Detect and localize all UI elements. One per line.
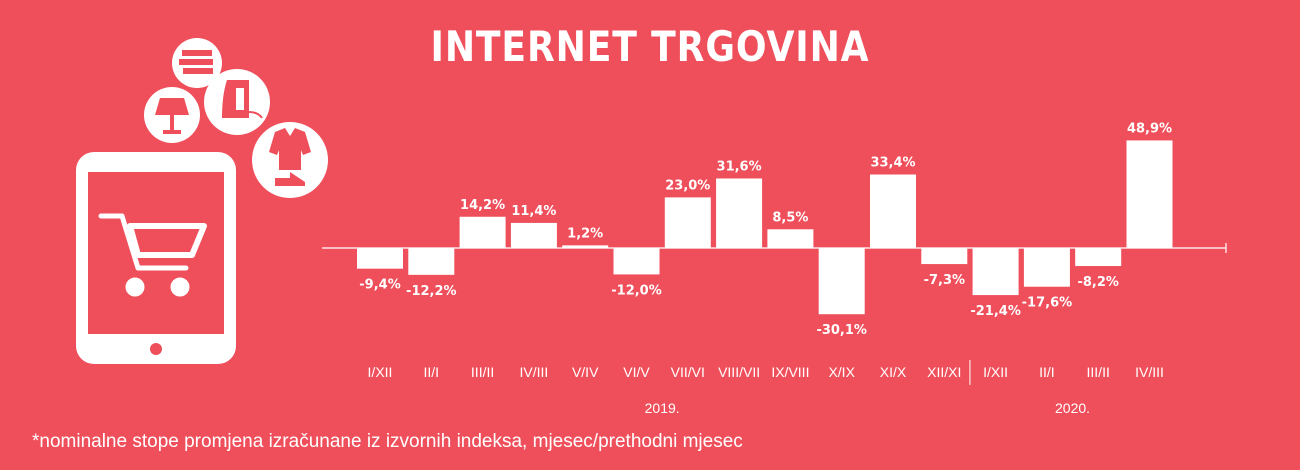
x-tick-label: VIII/VII: [718, 364, 760, 380]
chart-title: INTERNET TRGOVINA: [430, 22, 870, 71]
footnote: *nominalne stope promjena izračunane iz …: [32, 431, 743, 452]
x-tick-label: XII/XI: [927, 364, 961, 380]
x-tick-label: VI/V: [623, 364, 650, 380]
data-label: 8,5%: [772, 210, 808, 225]
x-tick-label: IX/VIII: [771, 364, 809, 380]
shopping-cart-icon: [98, 213, 207, 297]
year-group-label: 2020.: [1055, 400, 1090, 416]
x-tick-label: XI/X: [880, 364, 907, 380]
x-tick-label: I/XII: [983, 364, 1008, 380]
x-tick-label: I/XII: [368, 364, 393, 380]
data-label: 11,4%: [511, 204, 556, 219]
data-label: 48,9%: [1127, 121, 1172, 136]
data-label: 31,6%: [717, 159, 762, 174]
x-tick-label: V/IV: [572, 364, 599, 380]
data-label: -30,1%: [816, 323, 867, 338]
data-label: -12,0%: [611, 283, 662, 298]
bar: [1075, 248, 1122, 267]
data-label: -8,2%: [1077, 275, 1118, 290]
bar: [818, 248, 865, 315]
x-tick-label: II/I: [424, 364, 440, 380]
x-tick-label: III/II: [1087, 364, 1110, 380]
bar: [1126, 140, 1173, 248]
bar: [921, 248, 968, 265]
bar: [716, 178, 763, 248]
clothes-icon: [252, 122, 328, 198]
bar: [357, 248, 403, 269]
bar: [1023, 248, 1070, 287]
bar: [972, 248, 1019, 296]
x-tick-label: IV/III: [520, 364, 549, 380]
illustration: [76, 38, 328, 364]
data-label: -17,6%: [1022, 296, 1073, 311]
data-label: -9,4%: [359, 278, 400, 293]
bar: [664, 197, 711, 248]
lamp-icon: [144, 87, 200, 143]
iron-icon: [204, 69, 270, 135]
bar: [767, 229, 814, 248]
year-group-label: 2019.: [645, 400, 680, 416]
data-label: -7,3%: [924, 273, 965, 288]
bar: [408, 248, 455, 275]
bar: [562, 245, 609, 248]
x-tick-label: VII/VI: [671, 364, 705, 380]
data-label: -21,4%: [970, 304, 1021, 319]
data-label: 23,0%: [665, 178, 710, 193]
bar: [510, 222, 557, 248]
x-tick-label: III/II: [471, 364, 494, 380]
data-label: -12,2%: [406, 284, 457, 299]
x-tick-label: X/IX: [828, 364, 855, 380]
books-icon: [172, 38, 222, 88]
bar: [459, 216, 506, 248]
data-label: 33,4%: [870, 156, 915, 171]
x-tick-label: II/I: [1039, 364, 1055, 380]
bar: [613, 248, 660, 275]
x-tick-label: IV/III: [1135, 364, 1164, 380]
data-label: 14,2%: [460, 198, 505, 213]
bar: [870, 174, 916, 248]
data-label: 1,2%: [567, 226, 603, 241]
